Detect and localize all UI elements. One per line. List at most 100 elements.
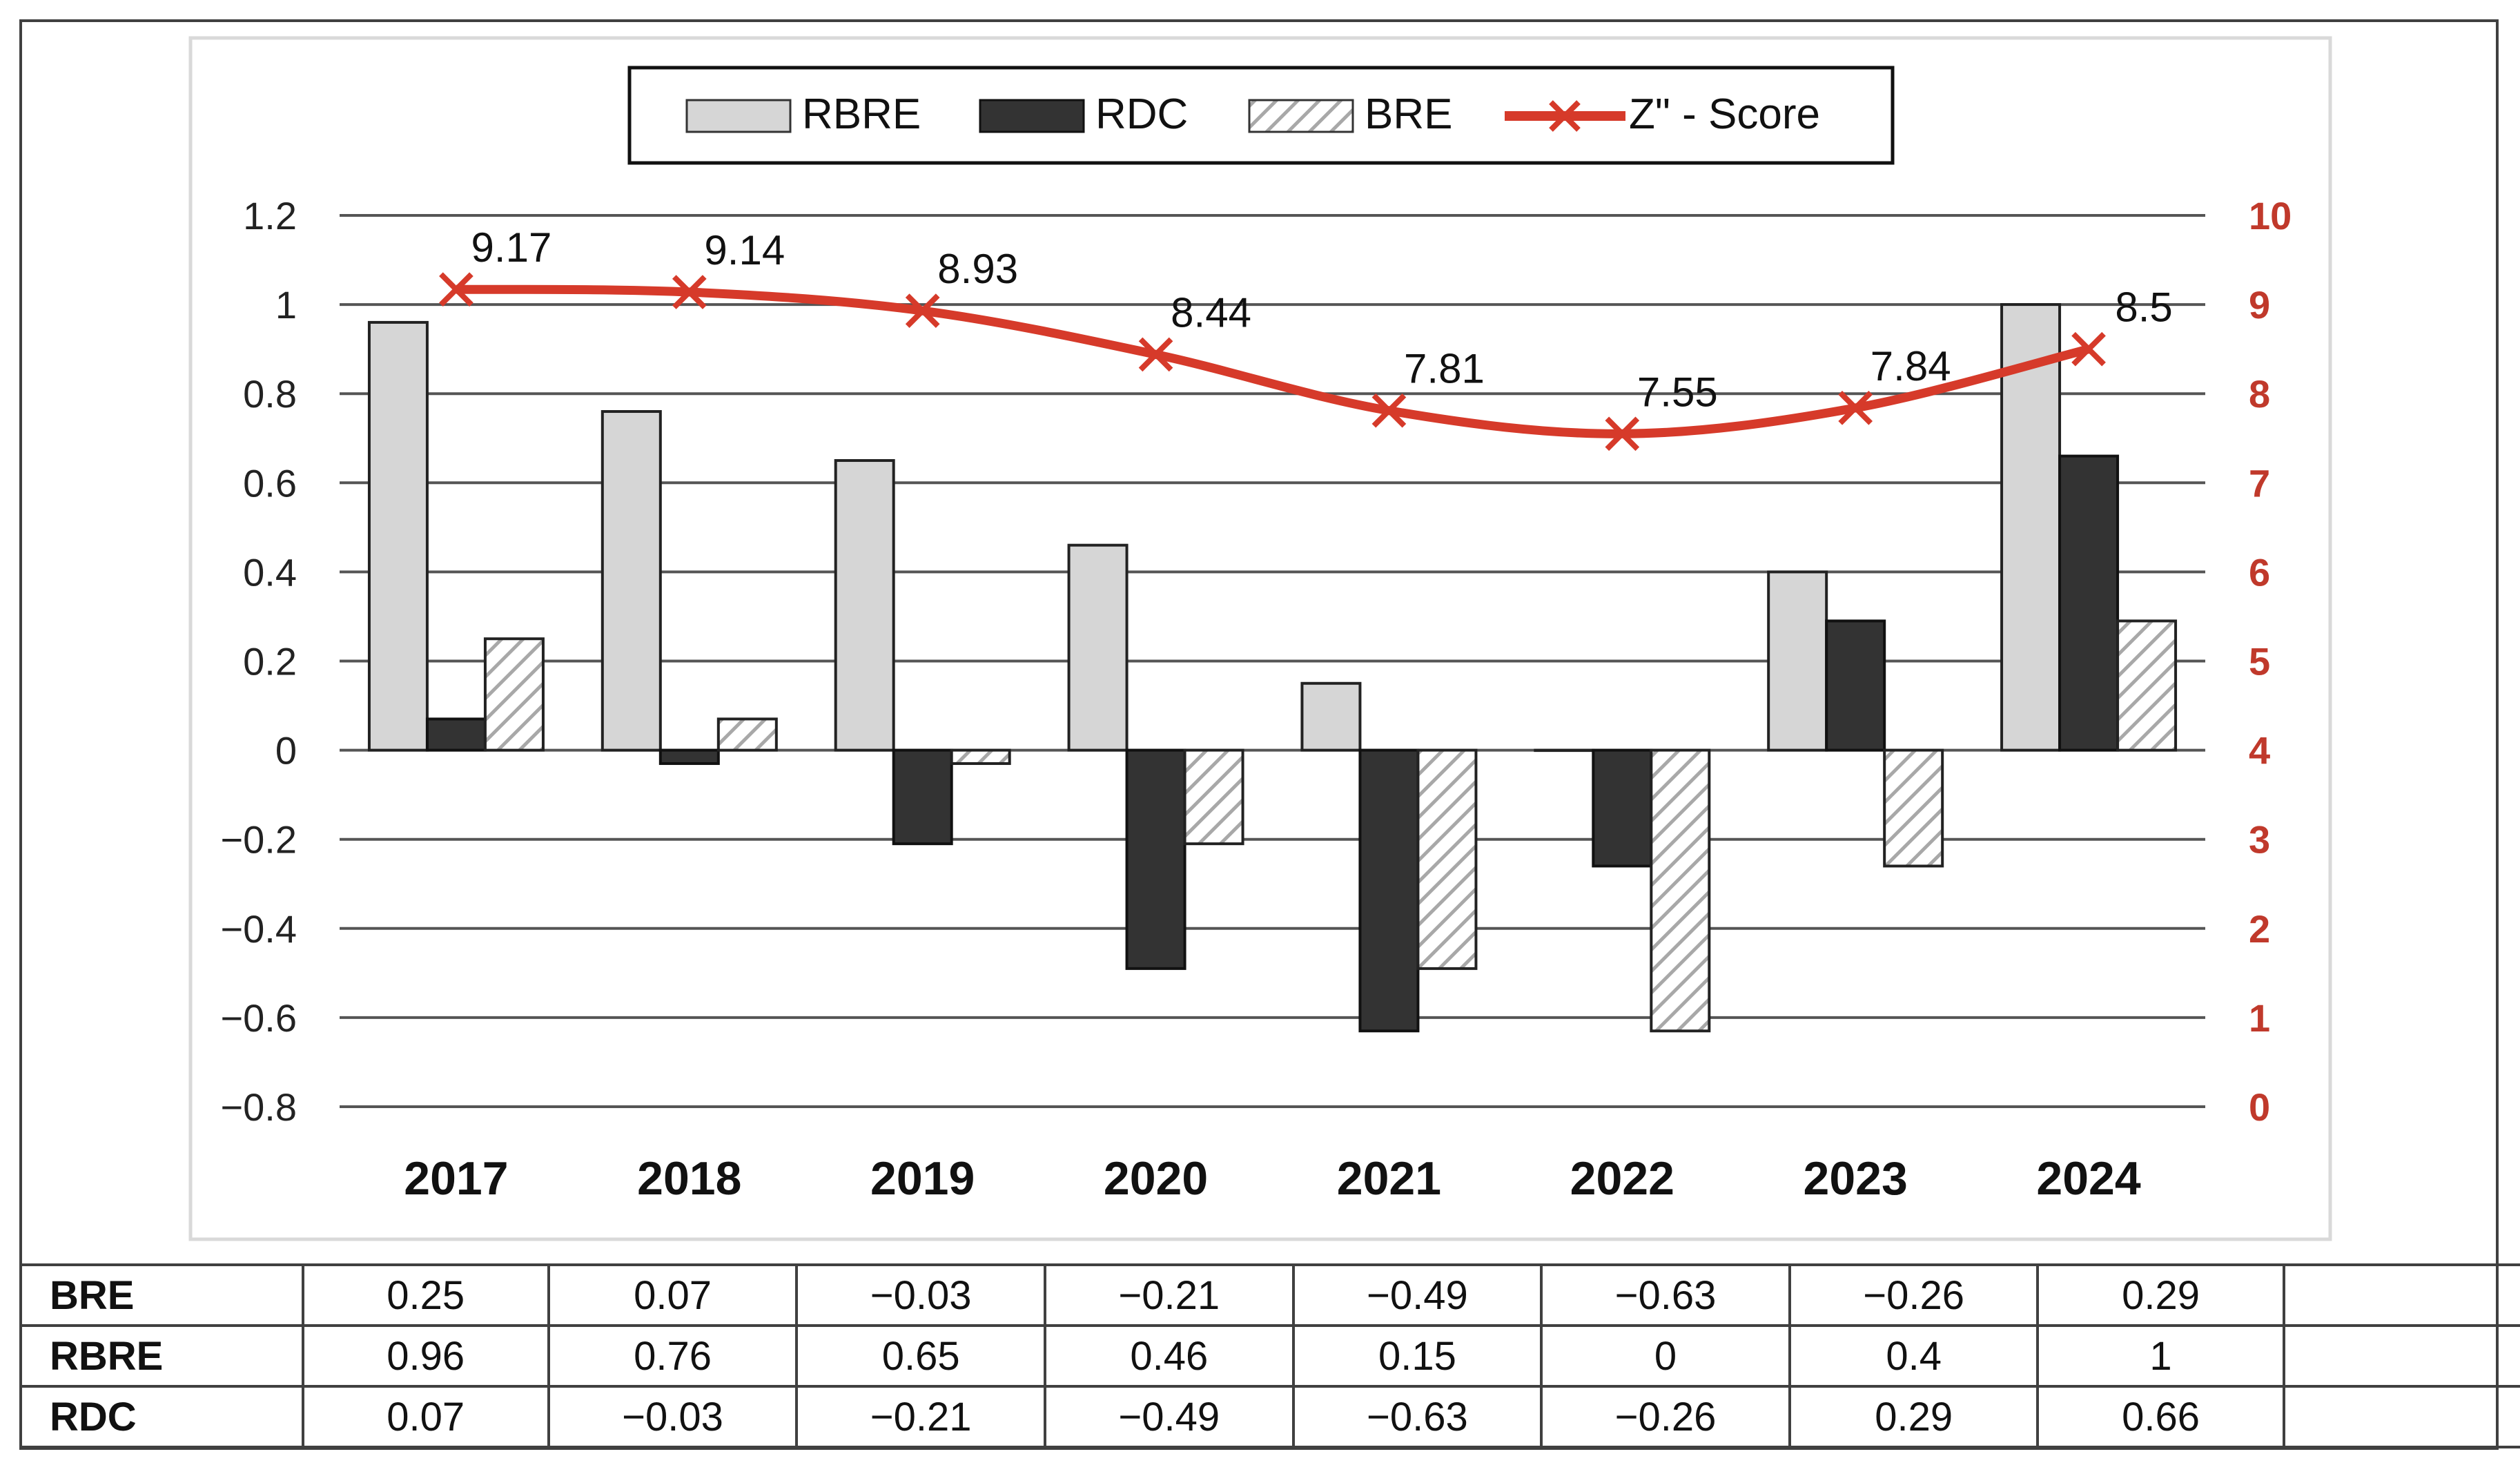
x-axis-tick-label: 2018 — [637, 1152, 741, 1205]
right-axis-tick-label: 9 — [2249, 283, 2270, 327]
left-axis-tick-label: −0.6 — [220, 996, 297, 1040]
table-cell: 0.15 — [1291, 1324, 1543, 1388]
x-axis-tick-label: 2024 — [2036, 1152, 2140, 1205]
table-cell: 0.29 — [1788, 1385, 2040, 1448]
table-cell: −0.49 — [1043, 1385, 1295, 1448]
right-axis-tick-label: 5 — [2249, 640, 2270, 683]
legend-label-rdc: RDC — [1095, 90, 1188, 138]
bar-rdc — [1125, 748, 1186, 970]
zscore-data-label: 8.93 — [937, 246, 1018, 292]
zscore-data-label: 7.81 — [1404, 346, 1485, 392]
zscore-data-label: 8.44 — [1171, 289, 1251, 336]
bar-rdc — [892, 748, 953, 846]
x-axis-tick-label: 2017 — [404, 1152, 508, 1205]
table-cell: −0.63 — [1540, 1263, 1791, 1327]
table-cell: 1 — [2036, 1324, 2285, 1388]
bar-rbre — [1534, 748, 1595, 753]
right-axis-tick-label: 2 — [2249, 907, 2270, 951]
table-cell: −0.26 — [1540, 1385, 1791, 1448]
bar-rbre — [1067, 543, 1129, 752]
x-axis-tick-label: 2023 — [1804, 1152, 1908, 1205]
table-cell: −0.63 — [1291, 1385, 1543, 1448]
left-axis-tick-label: −0.2 — [220, 818, 297, 862]
x-axis-tick-label: 2021 — [1337, 1152, 1441, 1205]
legend-label-zscore: Z" - Score — [1629, 90, 1820, 138]
left-axis-tick-label: −0.4 — [220, 907, 297, 951]
bar-bre — [1883, 748, 1944, 868]
data-table: BRE 0.25 0.07 −0.03 −0.21 −0.49 −0.63 −0… — [19, 1263, 2520, 1448]
bar-rbre — [1300, 681, 1362, 752]
x-axis-tick-label: 2020 — [1104, 1152, 1208, 1205]
bar-bre — [2116, 619, 2178, 752]
zscore-marker — [2071, 331, 2106, 367]
plot-area-border — [188, 36, 2332, 1241]
table-cell: 0.46 — [1043, 1324, 1295, 1388]
legend-swatch-rbre — [685, 99, 792, 133]
x-axis-tick-label: 2019 — [870, 1152, 975, 1205]
table-cell: 0.29 — [2036, 1263, 2285, 1327]
right-axis-tick-label: 4 — [2249, 729, 2270, 773]
left-axis-tick-label: 0.8 — [243, 372, 297, 416]
legend-swatch-rdc — [979, 99, 1085, 133]
table-cell: 0.4 — [1788, 1324, 2040, 1388]
bar-bre — [1416, 748, 1478, 970]
table-row-rbre: RBRE 0.96 0.76 0.65 0.46 0.15 0 0.4 1 — [19, 1324, 2520, 1388]
bar-rdc — [1825, 619, 1886, 752]
table-cell: −0.49 — [1291, 1263, 1543, 1327]
table-empty-cell — [2282, 1385, 2520, 1448]
table-cell: −0.03 — [795, 1263, 1046, 1327]
right-axis-tick-label: 0 — [2249, 1085, 2270, 1129]
bar-rdc — [425, 717, 487, 752]
table-cell: 0 — [1540, 1324, 1791, 1388]
bar-rbre — [834, 459, 895, 752]
table-empty-cell — [2282, 1324, 2520, 1388]
bar-bre — [483, 637, 545, 752]
x-axis-tick-label: 2022 — [1570, 1152, 1674, 1205]
bar-rdc — [1592, 748, 1653, 868]
left-axis-tick-label: 1.2 — [243, 194, 297, 237]
legend-swatch-zscore-marker — [1549, 100, 1581, 132]
zscore-marker — [439, 272, 473, 307]
bar-bre — [1650, 748, 1711, 1033]
bar-rdc — [2058, 454, 2120, 752]
zscore-data-label: 8.5 — [2115, 284, 2172, 331]
zscore-data-label: 9.17 — [471, 224, 552, 271]
zscore-marker — [1371, 393, 1407, 428]
bar-rbre — [1767, 570, 1828, 752]
zscore-marker — [1605, 416, 1640, 452]
bar-rbre — [367, 320, 429, 752]
table-row-bre: BRE 0.25 0.07 −0.03 −0.21 −0.49 −0.63 −0… — [19, 1263, 2520, 1327]
bar-rbre — [600, 410, 662, 752]
zscore-marker — [1838, 391, 1873, 425]
table-cell: −0.03 — [547, 1385, 799, 1448]
table-cell: −0.21 — [1043, 1263, 1295, 1327]
table-cell: 0.07 — [301, 1385, 550, 1448]
bar-bre — [716, 717, 778, 752]
right-axis-tick-label: 10 — [2249, 194, 2292, 237]
left-axis-tick-label: 0.2 — [243, 640, 297, 683]
table-cell: 0.76 — [547, 1324, 799, 1388]
right-axis-tick-label: 7 — [2249, 461, 2270, 505]
right-axis-tick-label: 8 — [2249, 372, 2270, 416]
zscore-data-label: 9.14 — [704, 227, 785, 273]
table-cell: −0.26 — [1788, 1263, 2040, 1327]
table-row-label: RBRE — [19, 1324, 304, 1388]
zscore-series: 9.17 9.14 8.93 8.44 7.81 7.55 7.84 8.5 — [439, 224, 2173, 452]
table-cell: 0.25 — [301, 1263, 550, 1327]
table-cell: −0.21 — [795, 1385, 1046, 1448]
left-axis-tick-label: 0.4 — [243, 550, 297, 594]
bar-bre — [1183, 748, 1244, 846]
right-axis-tick-label: 6 — [2249, 550, 2270, 594]
left-axis-tick-label: 0.6 — [243, 461, 297, 505]
legend: RBRE RDC BRE Z" - Score — [627, 66, 1895, 165]
zscore-data-label: 7.84 — [1871, 343, 1951, 389]
right-axis-tick-label: 1 — [2249, 996, 2270, 1040]
table-cell: 0.07 — [547, 1263, 799, 1327]
bar-rdc — [658, 748, 720, 765]
zscore-marker — [905, 293, 940, 328]
legend-swatch-bre — [1248, 99, 1354, 133]
table-empty-cell — [2282, 1263, 2520, 1327]
right-axis-tick-label: 3 — [2249, 818, 2270, 862]
table-row-rdc: RDC 0.07 −0.03 −0.21 −0.49 −0.63 −0.26 0… — [19, 1385, 2520, 1448]
